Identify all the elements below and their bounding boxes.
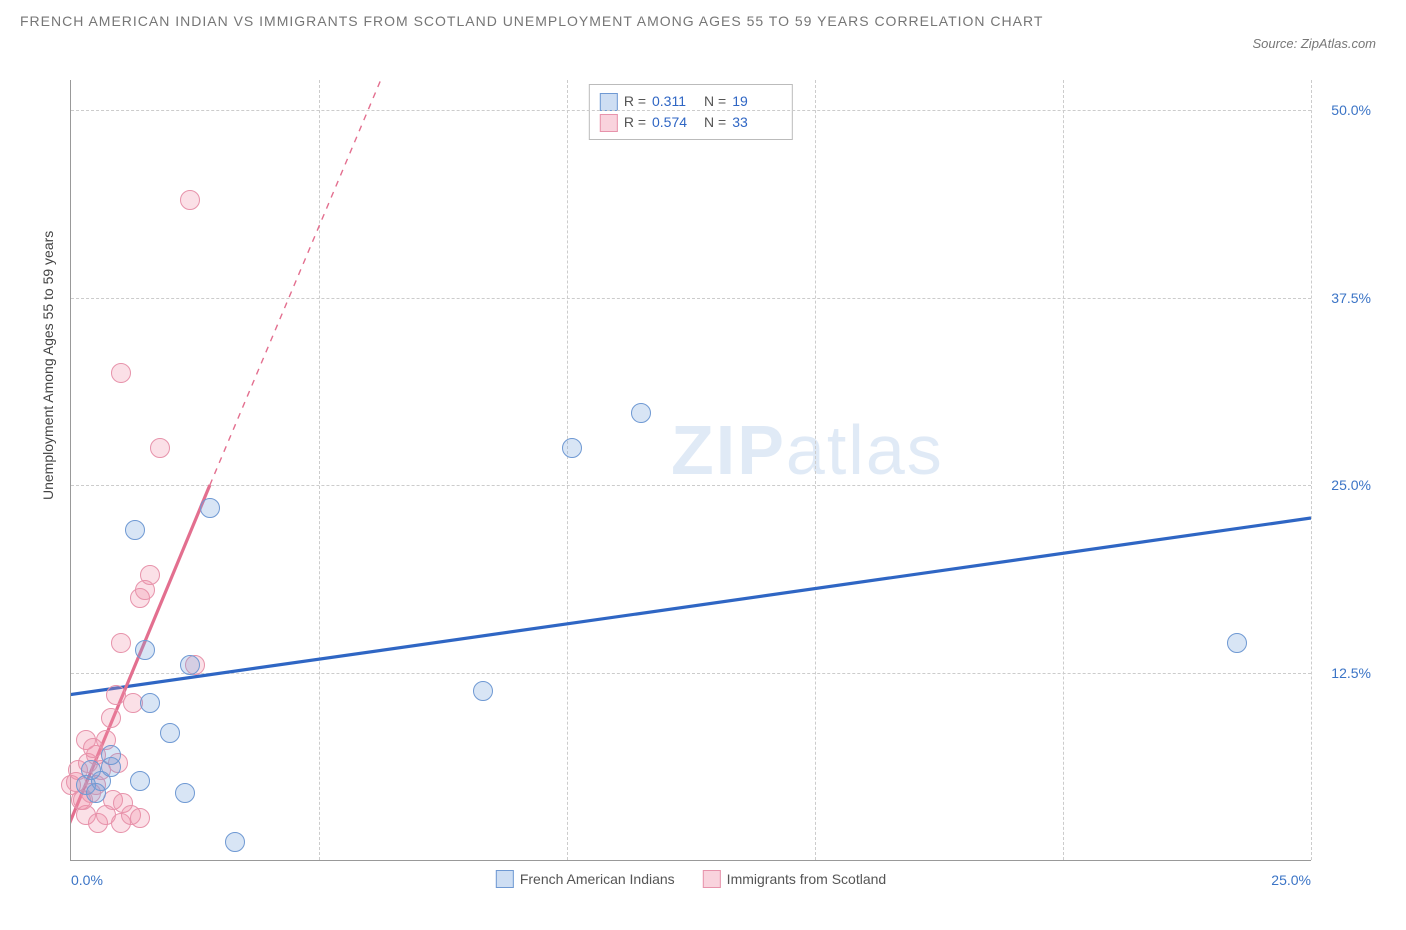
- y-tick-label: 12.5%: [1316, 665, 1371, 681]
- x-tick-label: 0.0%: [71, 872, 103, 888]
- data-point-blue: [473, 681, 493, 701]
- y-tick-label: 37.5%: [1316, 290, 1371, 306]
- data-point-pink: [111, 633, 131, 653]
- data-point-blue: [125, 520, 145, 540]
- x-tick-label: 25.0%: [1271, 872, 1311, 888]
- gridline-v: [815, 80, 816, 860]
- gridline-v: [1063, 80, 1064, 860]
- gridline-v: [567, 80, 568, 860]
- y-tick-label: 25.0%: [1316, 477, 1371, 493]
- chart-title: FRENCH AMERICAN INDIAN VS IMMIGRANTS FRO…: [20, 10, 1120, 32]
- data-point-blue: [81, 760, 101, 780]
- data-point-pink: [180, 190, 200, 210]
- data-point-pink: [140, 565, 160, 585]
- data-point-blue: [101, 745, 121, 765]
- legend-item-pink: Immigrants from Scotland: [703, 870, 887, 888]
- data-point-blue: [1227, 633, 1247, 653]
- gridline-v: [1311, 80, 1312, 860]
- legend-item-blue: French American Indians: [496, 870, 675, 888]
- swatch-blue-icon: [600, 93, 618, 111]
- r-value-blue: 0.311: [652, 91, 698, 112]
- watermark: ZIPatlas: [671, 410, 944, 490]
- swatch-blue-icon: [496, 870, 514, 888]
- n-value-blue: 19: [732, 91, 778, 112]
- data-point-pink: [150, 438, 170, 458]
- data-point-blue: [130, 771, 150, 791]
- n-value-pink: 33: [732, 112, 778, 133]
- data-point-blue: [135, 640, 155, 660]
- y-tick-label: 50.0%: [1316, 102, 1371, 118]
- swatch-pink-icon: [703, 870, 721, 888]
- data-point-blue: [180, 655, 200, 675]
- stats-row-pink: R = 0.574 N = 33: [600, 112, 778, 133]
- gridline-h: [71, 485, 1311, 486]
- stats-row-blue: R = 0.311 N = 19: [600, 91, 778, 112]
- data-point-blue: [86, 783, 106, 803]
- data-point-pink: [101, 708, 121, 728]
- data-point-blue: [160, 723, 180, 743]
- source-attribution: Source: ZipAtlas.com: [1252, 36, 1376, 51]
- gridline-v: [319, 80, 320, 860]
- data-point-blue: [562, 438, 582, 458]
- data-point-blue: [631, 403, 651, 423]
- plot-area: ZIPatlas R = 0.311 N = 19 R = 0.574 N = …: [70, 80, 1311, 861]
- series-legend: French American Indians Immigrants from …: [496, 870, 886, 888]
- data-point-pink: [111, 363, 131, 383]
- stats-legend: R = 0.311 N = 19 R = 0.574 N = 33: [589, 84, 793, 140]
- swatch-pink-icon: [600, 114, 618, 132]
- gridline-h: [71, 298, 1311, 299]
- data-point-pink: [130, 808, 150, 828]
- data-point-blue: [225, 832, 245, 852]
- gridline-h: [71, 110, 1311, 111]
- data-point-blue: [200, 498, 220, 518]
- chart-container: Unemployment Among Ages 55 to 59 years Z…: [50, 80, 1380, 900]
- gridline-h: [71, 673, 1311, 674]
- data-point-blue: [175, 783, 195, 803]
- data-point-blue: [140, 693, 160, 713]
- trend-lines: [71, 80, 1311, 860]
- r-value-pink: 0.574: [652, 112, 698, 133]
- y-axis-label: Unemployment Among Ages 55 to 59 years: [40, 231, 56, 500]
